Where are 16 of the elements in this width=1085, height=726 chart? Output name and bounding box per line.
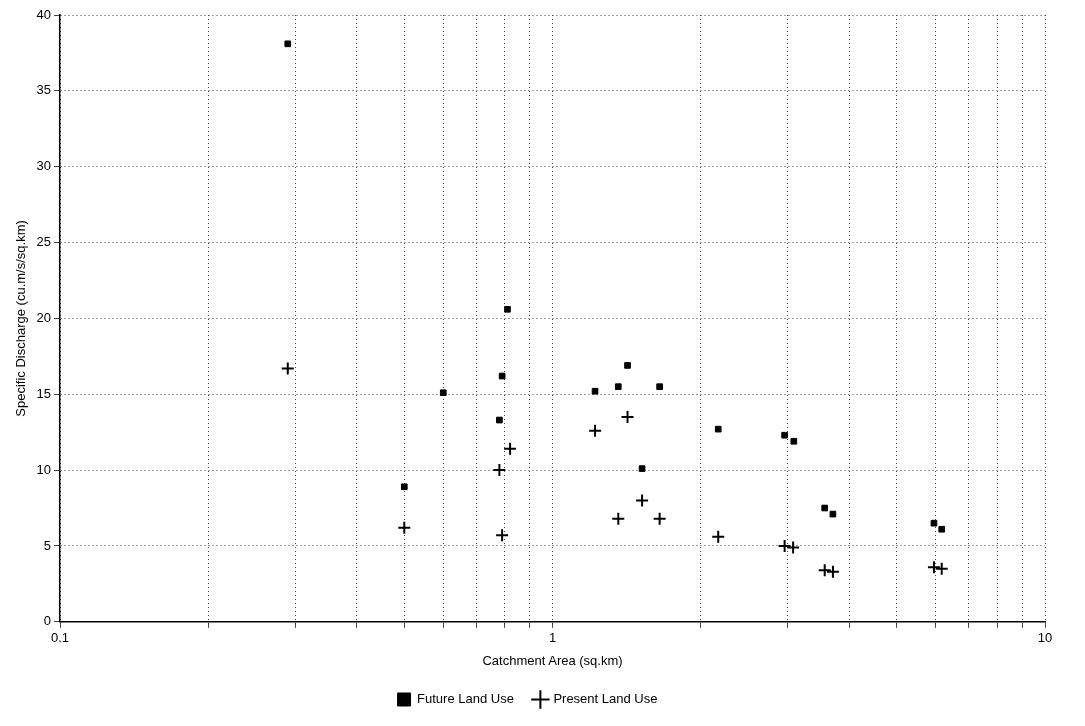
x-axis-title: Catchment Area (sq.km) <box>482 652 623 668</box>
y-tick-label: 30 <box>36 158 52 174</box>
legend-label: Present Land Use <box>553 691 658 707</box>
legend-label: Future Land Use <box>417 691 514 707</box>
y-tick-label: 25 <box>36 234 52 250</box>
y-tick-label: 35 <box>36 82 52 98</box>
x-tick-label: 10 <box>1037 630 1053 646</box>
y-tick-label: 0 <box>43 613 52 629</box>
y-tick-label: 5 <box>43 537 52 553</box>
x-tick-label: 1 <box>548 630 557 646</box>
y-tick-label: 40 <box>36 6 52 22</box>
y-tick-label: 20 <box>36 309 52 325</box>
y-tick-label: 15 <box>36 385 52 401</box>
y-tick-label: 10 <box>36 461 52 477</box>
y-axis-title: Specific Discharge (cu.m/s/sq.km) <box>13 220 29 417</box>
x-tick-label: 0.1 <box>51 630 70 646</box>
